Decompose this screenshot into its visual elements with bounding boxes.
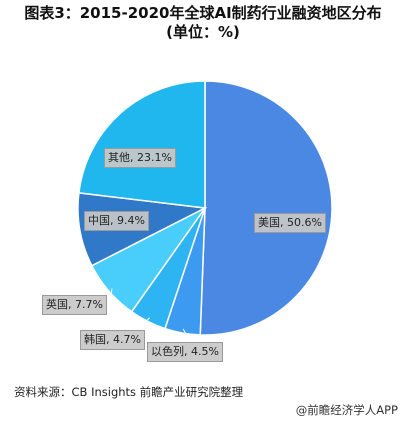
data-label-text-5: 其他, 23.1% — [108, 151, 172, 164]
chart-title-line2: (单位：%) — [166, 23, 240, 41]
pie-slice-0 — [199, 80, 333, 336]
data-label-1: 以色列, 4.5% — [147, 342, 223, 362]
data-label-text-2: 韩国, 4.7% — [84, 333, 141, 346]
chart-title-line1: 图表3：2015-2020年全球AI制药行业融资地区分布 — [24, 4, 382, 22]
pie-slice-5 — [78, 80, 206, 209]
data-label-5: 其他, 23.1% — [104, 148, 176, 168]
leader-line-3 — [109, 288, 113, 304]
data-label-4: 中国, 9.4% — [84, 211, 149, 231]
data-label-2: 韩国, 4.7% — [80, 330, 145, 350]
chart-title: 图表3：2015-2020年全球AI制药行业融资地区分布 (单位：%) — [0, 4, 406, 42]
data-label-text-0: 美国, 50.6% — [258, 216, 322, 229]
data-label-text-4: 中国, 9.4% — [88, 214, 145, 227]
data-label-text-1: 以色列, 4.5% — [151, 345, 219, 358]
source-note: 资料来源：CB Insights 前瞻产业研究院整理 — [14, 385, 244, 399]
data-label-0: 美国, 50.6% — [254, 213, 326, 233]
footer-credit: @前瞻经济学人APP — [295, 403, 398, 417]
pie-chart — [78, 80, 333, 336]
data-label-3: 英国, 7.7% — [42, 295, 107, 315]
data-label-text-3: 英国, 7.7% — [46, 298, 103, 311]
